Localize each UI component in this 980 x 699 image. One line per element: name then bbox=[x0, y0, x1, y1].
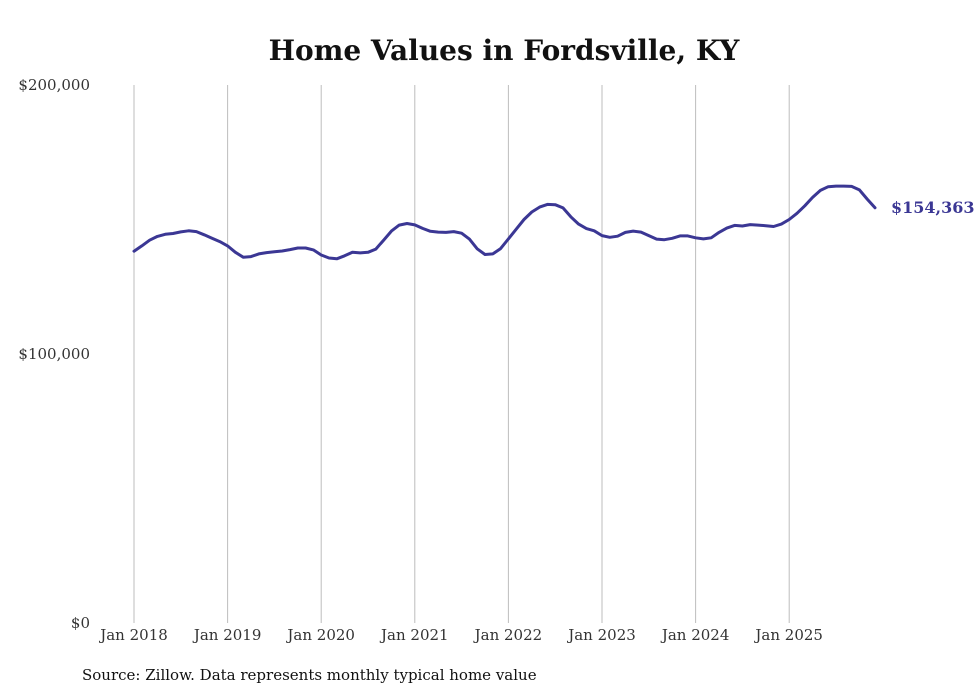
y-tick-label: $100,000 bbox=[18, 345, 90, 363]
x-tick-label: Jan 2019 bbox=[192, 626, 262, 644]
gridlines bbox=[133, 85, 790, 623]
y-tick-label: $0 bbox=[71, 614, 90, 632]
x-tick-label: Jan 2023 bbox=[566, 626, 636, 644]
x-axis-ticks: Jan 2018 Jan 2019 Jan 2020 Jan 2021 Jan 2022… bbox=[98, 626, 823, 644]
y-tick-label: $200,000 bbox=[18, 76, 90, 94]
x-tick-label: Jan 2022 bbox=[473, 626, 543, 644]
last-value-label: $154,363 bbox=[891, 198, 975, 217]
series-layer bbox=[132, 184, 877, 261]
line-chart: Home Values in Fordsville, KY $0 $100,000… bbox=[18, 34, 975, 644]
x-tick-label: Jan 2024 bbox=[660, 626, 730, 644]
series-line-0 bbox=[132, 184, 877, 261]
y-axis-ticks: $0 $100,000 $200,000 bbox=[18, 76, 90, 632]
x-tick-label: Jan 2021 bbox=[379, 626, 449, 644]
source-note: Source: Zillow. Data represents monthly … bbox=[82, 666, 537, 684]
chart-title: Home Values in Fordsville, KY bbox=[269, 34, 741, 67]
x-tick-label: Jan 2018 bbox=[98, 626, 168, 644]
x-tick-label: Jan 2025 bbox=[753, 626, 823, 644]
x-tick-label: Jan 2020 bbox=[285, 626, 355, 644]
